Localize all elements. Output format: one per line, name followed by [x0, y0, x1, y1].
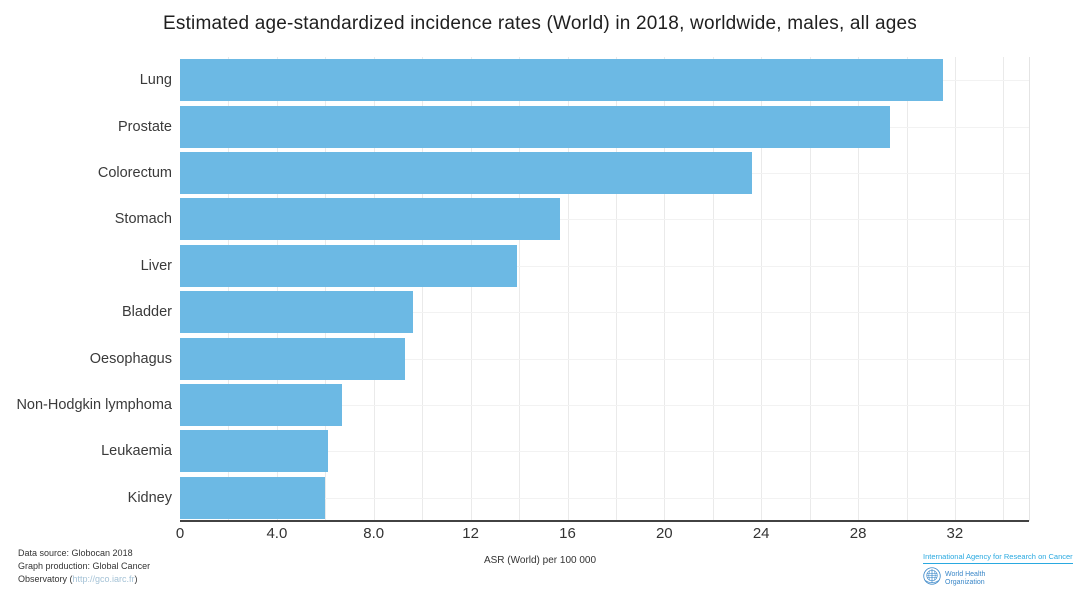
gridline — [567, 57, 569, 521]
source-line-2: Graph production: Global Cancer — [18, 561, 151, 571]
x-tick-label: 0 — [175, 525, 185, 542]
chart-title: Estimated age-standardized incidence rat… — [163, 13, 917, 34]
plot-area — [180, 57, 1030, 521]
source-line-3-suffix: ) — [134, 574, 138, 584]
gridline — [180, 497, 1029, 499]
gridline — [1003, 57, 1005, 521]
category-label: Oesophagus — [89, 350, 172, 367]
gridline — [180, 219, 1029, 221]
bar-non-hodgkin-lymphoma[interactable] — [180, 384, 343, 426]
x-tick-label: 8.0 — [363, 525, 385, 542]
x-tick-label: 20 — [655, 525, 673, 542]
x-tick-label: 4.0 — [266, 525, 288, 542]
bar-oesophagus[interactable] — [180, 337, 406, 380]
gridline — [180, 405, 1029, 406]
gridline — [422, 57, 424, 521]
bar-bladder[interactable] — [180, 291, 413, 334]
gridline — [180, 265, 1029, 267]
category-axis: Lung Prostate Colorectum Stomach Liver Bladde… — [0, 57, 172, 521]
gridline — [180, 358, 1029, 360]
gridline — [906, 57, 908, 521]
who-logo-text: World Health Organization — [945, 571, 985, 587]
gridline — [954, 57, 956, 521]
gridline — [809, 57, 811, 521]
who-text-line-2: Organization — [945, 578, 985, 586]
category-label: Lung — [139, 72, 172, 89]
bar-stomach[interactable] — [180, 198, 561, 241]
bar-leukaemia[interactable] — [180, 430, 328, 473]
x-tick-label: 24 — [752, 525, 770, 542]
x-tick-label: 16 — [559, 525, 576, 542]
x-axis-label: ASR (World) per 100 000 — [483, 555, 597, 566]
gridline — [180, 312, 1029, 314]
data-source-note: Data source: Globocan 2018 Graph product… — [18, 547, 150, 586]
category-label: Bladder — [122, 304, 172, 321]
category-label: Prostate — [118, 118, 172, 135]
gridline — [325, 57, 327, 521]
source-line-3-prefix: Observatory ( — [18, 574, 73, 584]
x-axis-ticks: 0 4.0 8.0 12 16 20 24 28 32 — [176, 525, 1030, 543]
gridline — [180, 451, 1029, 453]
source-line-1: Data source: Globocan 2018 — [18, 548, 133, 558]
bar-colorectum[interactable] — [180, 152, 752, 194]
x-axis-line — [180, 520, 1029, 522]
bar-kidney[interactable] — [180, 476, 326, 519]
gridline — [373, 57, 375, 521]
category-label: Stomach — [114, 211, 172, 228]
gridline — [519, 57, 520, 521]
who-emblem-icon — [923, 567, 941, 590]
source-line-3: Observatory (http://gco.iarc.fr) — [18, 573, 150, 586]
gridline — [228, 57, 230, 521]
who-logo[interactable]: World Health Organization — [923, 567, 1063, 590]
who-text-line-1: World Health — [945, 570, 986, 578]
gridline — [276, 57, 278, 521]
agency-logos: International Agency for Research on Can… — [923, 546, 1073, 590]
gridline — [615, 57, 617, 521]
category-label: Liver — [140, 257, 172, 274]
bar-liver[interactable] — [180, 244, 517, 287]
gridline — [761, 57, 763, 521]
category-label: Kidney — [127, 489, 172, 506]
gridline — [470, 57, 472, 521]
x-tick-label: 12 — [462, 525, 479, 542]
gridline — [858, 57, 860, 521]
x-tick-label: 32 — [946, 525, 964, 542]
x-tick-label: 28 — [849, 525, 867, 542]
gco-link[interactable]: http://gco.iarc.fr — [72, 574, 135, 584]
iarc-logo-text[interactable]: International Agency for Research on Can… — [923, 552, 1073, 564]
category-label: Colorectum — [97, 165, 172, 181]
bar-lung[interactable] — [180, 59, 943, 102]
category-label: Non-Hodgkin lymphoma — [16, 397, 172, 413]
gridline — [664, 57, 666, 521]
category-label: Leukaemia — [101, 443, 172, 460]
bar-prostate[interactable] — [180, 105, 890, 148]
gridline — [712, 57, 714, 521]
